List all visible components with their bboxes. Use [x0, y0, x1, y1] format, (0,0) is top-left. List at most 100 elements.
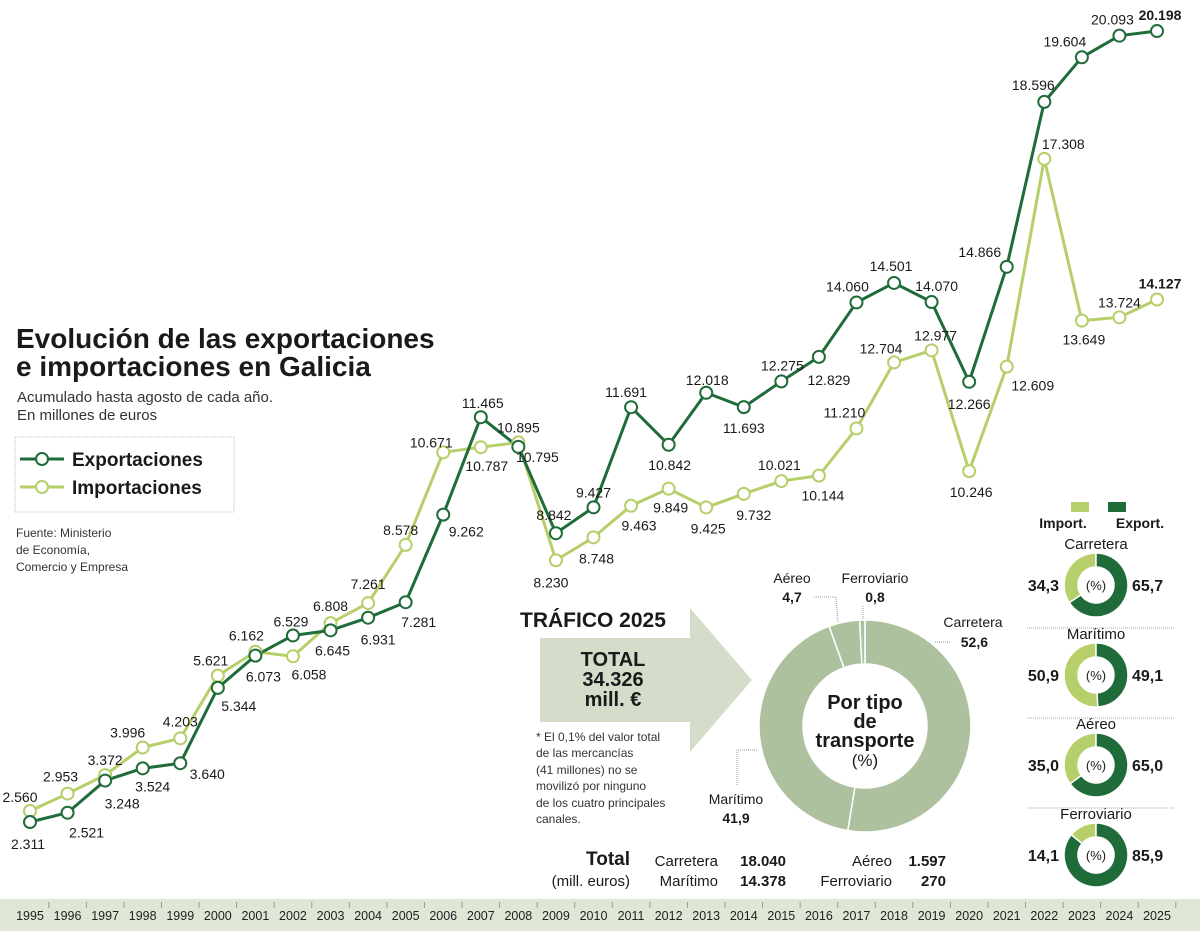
x-axis: 1995 1996 1997 1998 1999 2000 2001 2002 2003 2004…: [16, 902, 1177, 923]
imports-data-label: 10.671: [410, 434, 453, 450]
exports-data-label: 6.073: [246, 669, 281, 685]
exports-data-label: 6.529: [273, 613, 308, 629]
imports-point: [924, 343, 939, 358]
imports-data-label: 2.953: [43, 769, 78, 785]
traffic-note: * El 0,1% del valor total de las mercanc…: [536, 730, 665, 826]
carretera-label: Carretera: [943, 614, 1002, 630]
exports-point: [323, 623, 338, 638]
exports-data-label: 6.645: [315, 642, 350, 658]
x-tick-label: 1998: [129, 909, 157, 923]
imports-point: [60, 786, 75, 801]
exports-data-label: 12.275: [761, 357, 804, 373]
imports-point: [661, 481, 676, 496]
imports-point: [962, 464, 977, 479]
imports-data-label: 3.372: [88, 752, 123, 768]
legend-import-label: Import.: [1039, 515, 1086, 531]
imports-data-label: 8.748: [579, 550, 614, 566]
subtitle-line-1: Acumulado hasta agosto de cada año.: [17, 389, 273, 406]
imports-point: [849, 421, 864, 436]
imports-data-label: 12.609: [1011, 378, 1054, 394]
exports-data-label: 14.501: [870, 258, 913, 274]
aereo-leader: [814, 596, 839, 623]
exports-point: [586, 500, 601, 515]
donut-center-line-2: de: [853, 711, 876, 733]
imports-point: [999, 359, 1014, 374]
imports-data-label: 9.425: [691, 520, 726, 536]
imports-point: [173, 731, 188, 746]
legend-exports-label: Exportaciones: [72, 450, 203, 471]
import-value: 34,3: [1028, 578, 1059, 595]
x-tick-label: 1995: [16, 909, 44, 923]
imports-data-label: 6.808: [313, 598, 348, 614]
imports-data-label: 14.127: [1139, 275, 1182, 291]
exports-point: [436, 507, 451, 522]
x-tick-label: 2005: [392, 909, 420, 923]
exports-point: [774, 374, 789, 389]
exports-point: [962, 374, 977, 389]
x-tick-label: 2020: [955, 909, 983, 923]
maritimo-leader: [736, 749, 758, 785]
exports-data-label: 6.931: [361, 632, 396, 648]
x-tick-label: 2014: [730, 909, 758, 923]
export-slice: [1068, 552, 1129, 618]
imports-point: [398, 537, 413, 552]
exports-data-label: 11.691: [605, 384, 647, 400]
import-slice: [1063, 642, 1099, 708]
source-line-3: Comercio y Empresa: [16, 560, 128, 574]
x-tick-label: 2018: [880, 909, 908, 923]
imports-data-label: 10.787: [465, 458, 508, 474]
exports-data-label: 20.093: [1091, 12, 1134, 28]
x-tick-label: 2017: [843, 909, 871, 923]
x-tick-label: 2004: [354, 909, 382, 923]
exports-data-label: 5.344: [221, 698, 256, 714]
export-value: 65,0: [1132, 758, 1163, 775]
imports-data-label: 9.732: [736, 507, 771, 523]
exports-point: [473, 410, 488, 425]
x-tick-label: 2024: [1106, 909, 1134, 923]
imports-point: [699, 500, 714, 515]
export-slice: [1069, 732, 1129, 798]
donut-center-label: (%): [1086, 848, 1106, 863]
imports-data-label: 10.246: [950, 484, 993, 500]
exports-point: [887, 275, 902, 290]
legend-import-swatch: [1071, 502, 1089, 512]
exports-point: [1112, 28, 1127, 43]
donut-center-label: (%): [1086, 758, 1106, 773]
x-tick-label: 2007: [467, 909, 495, 923]
exports-point: [1074, 50, 1089, 65]
legend-box: [14, 436, 235, 513]
exports-point: [661, 437, 676, 452]
totals-unit: (mill. euros): [552, 873, 630, 890]
traffic-total-line-3: mill. €: [585, 689, 642, 711]
imports-point: [624, 498, 639, 513]
donut-slice-ferroviario: [858, 619, 866, 665]
exports-point: [98, 773, 113, 788]
exports-point: [699, 385, 714, 400]
exports-data-label: 9.427: [576, 484, 611, 500]
aereo-value: 4,7: [782, 589, 802, 605]
exports-point: [210, 680, 225, 695]
exports-point: [736, 400, 751, 415]
x-tick-label: 2016: [805, 909, 833, 923]
import-value: 14,1: [1028, 848, 1059, 865]
exports-point: [1037, 94, 1052, 109]
imports-data-label: 12.977: [914, 327, 957, 343]
exports-point: [849, 295, 864, 310]
exports-point: [23, 815, 37, 829]
exports-point: [285, 628, 300, 643]
exports-data-label: 7.281: [401, 614, 436, 630]
total-maritimo-value: 14.378: [740, 873, 786, 890]
export-value: 65,7: [1132, 578, 1163, 595]
total-aereo-name: Aéreo: [852, 853, 892, 870]
total-aereo-value: 1.597: [908, 853, 946, 870]
maritimo-value: 41,9: [722, 810, 749, 826]
exports-point: [811, 349, 826, 364]
exports-data-label: 2.311: [11, 836, 45, 852]
traffic-arrow: [540, 608, 752, 752]
traffic-total-line-2: 34.326: [582, 669, 643, 691]
legend-imports-marker-icon: [35, 480, 49, 494]
exports-point: [624, 400, 639, 415]
exports-data-label: 14.866: [958, 244, 1001, 260]
